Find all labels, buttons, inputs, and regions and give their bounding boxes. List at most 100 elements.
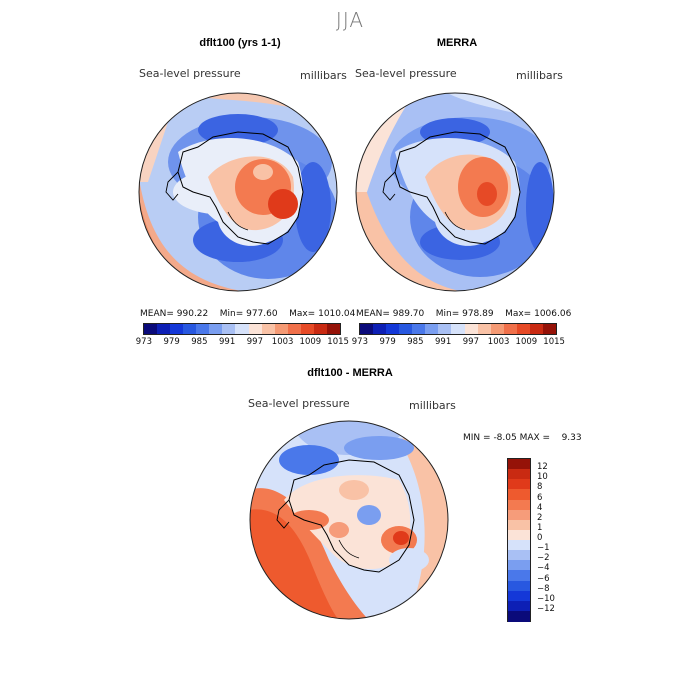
diff-colorbar-tick-label: 6 — [537, 492, 543, 503]
diff-minmax: MIN = -8.05 MAX = 9.33 — [463, 433, 582, 443]
diff-colorbar-swatch — [508, 489, 530, 500]
colorbar-swatch — [157, 324, 171, 334]
colorbar-swatch — [490, 324, 504, 334]
diff-colorbar-swatch — [508, 600, 530, 612]
colorbar-tick-label: 973 — [351, 337, 368, 347]
panel2-mean-label: MEAN= — [356, 309, 390, 319]
colorbar-tick-label: 973 — [135, 337, 152, 347]
diff-colorbar-tick-label: 12 — [537, 462, 548, 473]
colorbar-swatch — [503, 324, 517, 334]
panel1-units-label: millibars — [300, 69, 347, 82]
diff-colorbar-swatch — [508, 519, 530, 531]
colorbar-swatch — [274, 324, 288, 334]
diff-colorbar-swatch — [508, 469, 530, 480]
diff-polar-map — [249, 420, 449, 620]
colorbar-tick-label: 1003 — [271, 337, 294, 347]
panel2-title: MERRA — [436, 37, 478, 49]
panel1-colorbar-ticks: 973 979 985 991 997 1003 1009 1015 — [130, 337, 352, 347]
panel2-units-label: millibars — [516, 69, 563, 82]
figure-title: JJA — [335, 8, 365, 32]
colorbar-tick-label: 1009 — [299, 337, 322, 347]
colorbar-swatch — [170, 324, 184, 334]
colorbar-tick-label: 979 — [163, 337, 180, 347]
diff-colorbar-swatch — [508, 509, 530, 521]
colorbar-tick-label: 979 — [379, 337, 396, 347]
colorbar-swatch — [516, 324, 530, 334]
colorbar-swatch — [360, 324, 374, 334]
colorbar-swatch — [222, 324, 236, 334]
diff-max-label: MAX = — [519, 433, 551, 443]
diff-colorbar-tick-label: −4 — [537, 563, 550, 574]
panel1-min-value: 977.60 — [246, 309, 278, 319]
panel1-title: dflt100 (yrs 1-1) — [199, 37, 281, 49]
colorbar-swatch — [287, 324, 301, 334]
panel2-stats: MEAN= 989.70 Min= 978.89 Max= 1006.06 — [356, 309, 571, 319]
colorbar-swatch — [183, 324, 197, 334]
colorbar-swatch — [451, 324, 465, 334]
colorbar-tick-label: 985 — [407, 337, 424, 347]
panel1-min-label: Min= — [219, 309, 244, 319]
diff-colorbar-tick-label: −2 — [537, 553, 550, 564]
panel1-variable-label: Sea-level pressure — [139, 67, 241, 80]
panel1-stats: MEAN= 990.22 Min= 977.60 Max= 1010.04 — [140, 309, 355, 319]
colorbar-swatch — [261, 324, 275, 334]
diff-colorbar-swatch — [508, 580, 530, 592]
colorbar-tick-label: 991 — [219, 337, 236, 347]
diff-colorbar-tick-label: −1 — [537, 543, 550, 554]
diff-colorbar-swatch — [508, 550, 530, 561]
panel1-max-value: 1010.04 — [318, 309, 356, 319]
diff-colorbar — [507, 458, 531, 622]
colorbar-tick-label: 997 — [462, 337, 479, 347]
diff-units-label: millibars — [409, 399, 456, 412]
colorbar-swatch — [412, 324, 426, 334]
diff-min-value: -8.05 — [493, 433, 517, 443]
colorbar-swatch — [373, 324, 387, 334]
colorbar-swatch — [477, 324, 491, 334]
diff-panel-title: dflt100 - MERRA — [307, 367, 393, 379]
colorbar-tick-label: 1003 — [487, 337, 510, 347]
diff-colorbar-tick-label: −12 — [537, 603, 555, 614]
diff-min-label: MIN = — [463, 433, 491, 443]
panel2-polar-map — [355, 92, 555, 292]
colorbar-swatch — [529, 324, 543, 334]
panel1-mean-value: 990.22 — [176, 309, 209, 319]
diff-colorbar-tick-label: 0 — [537, 533, 543, 543]
colorbar-tick-label: 985 — [191, 337, 208, 347]
diff-max-value: 9.33 — [561, 433, 582, 443]
colorbar-tick-label: 1015 — [543, 337, 565, 347]
panel2-colorbar — [359, 323, 557, 335]
panel2-max-value: 1006.06 — [534, 309, 572, 319]
panel1-polar-map — [138, 92, 338, 292]
diff-colorbar-tick-label: 1 — [537, 522, 543, 533]
diff-colorbar-swatch — [508, 570, 530, 581]
panel2-colorbar-ticks: 973 979 985 991 997 1003 1009 1015 — [346, 337, 568, 347]
panel2-variable-label: Sea-level pressure — [355, 67, 457, 80]
panel2-mean-value: 989.70 — [392, 309, 425, 319]
diff-colorbar-tick-label: 8 — [537, 482, 543, 493]
diff-colorbar-tick-label: −10 — [537, 593, 555, 604]
panel2-min-value: 978.89 — [462, 309, 494, 319]
diff-colorbar-tick-label: 4 — [537, 502, 543, 513]
panel2-max-label: Max= — [505, 309, 532, 319]
diff-colorbar-swatch — [508, 590, 530, 602]
colorbar-tick-label: 991 — [435, 337, 452, 347]
diff-colorbar-swatch — [508, 479, 530, 490]
colorbar-swatch — [248, 324, 262, 334]
diff-colorbar-tick-label: 10 — [537, 472, 548, 483]
diff-colorbar-swatch — [508, 529, 530, 541]
panel1-mean-label: MEAN= — [140, 309, 174, 319]
colorbar-swatch — [399, 324, 413, 334]
colorbar-swatch — [235, 324, 249, 334]
diff-colorbar-swatch — [508, 560, 530, 571]
colorbar-tick-label: 1009 — [515, 337, 538, 347]
colorbar-swatch — [144, 324, 158, 334]
diff-colorbar-swatch — [508, 610, 530, 622]
diff-colorbar-tick-label: −8 — [537, 583, 550, 594]
colorbar-swatch — [542, 324, 556, 334]
colorbar-swatch — [386, 324, 400, 334]
colorbar-swatch — [464, 324, 478, 334]
diff-colorbar-swatch — [508, 499, 530, 511]
panel1-max-label: Max= — [289, 309, 316, 319]
colorbar-swatch — [313, 324, 327, 334]
diff-colorbar-swatch — [508, 459, 530, 470]
